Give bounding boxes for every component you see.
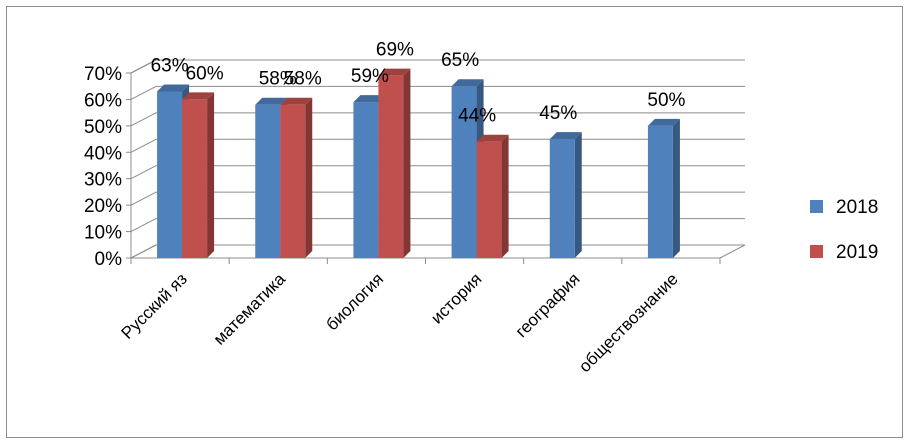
legend-swatch bbox=[810, 200, 823, 213]
bar-side bbox=[501, 134, 509, 258]
data-label: 58% bbox=[284, 69, 322, 90]
gridline-diag bbox=[130, 244, 157, 259]
bar-top bbox=[157, 84, 190, 92]
bar-front bbox=[476, 141, 502, 258]
bar-top bbox=[549, 132, 582, 140]
bar bbox=[476, 134, 509, 258]
legend-label: 2018 bbox=[836, 197, 878, 218]
y-tick-label: 20% bbox=[84, 196, 122, 217]
data-label: 63% bbox=[151, 56, 189, 77]
y-tick-label: 30% bbox=[84, 170, 122, 191]
bar-top bbox=[476, 134, 509, 142]
data-label: 65% bbox=[441, 50, 479, 71]
bar-front bbox=[157, 91, 183, 258]
category-label: Русский яз bbox=[118, 269, 192, 343]
y-tick-label: 0% bbox=[95, 249, 123, 270]
data-label: 44% bbox=[458, 106, 496, 127]
data-label: 69% bbox=[376, 40, 414, 61]
gridlines bbox=[130, 59, 745, 259]
bar-top bbox=[182, 92, 215, 100]
data-label: 50% bbox=[647, 90, 685, 111]
y-tick-label: 70% bbox=[84, 64, 122, 85]
bar-top bbox=[280, 97, 313, 105]
bar bbox=[280, 97, 313, 258]
category-label: обществознание bbox=[575, 269, 682, 376]
bar-side bbox=[574, 132, 582, 258]
y-tick-label: 40% bbox=[84, 143, 122, 164]
gridline-diag bbox=[130, 191, 157, 206]
data-label: 58% bbox=[259, 69, 297, 90]
bar-top bbox=[255, 97, 288, 105]
gridline-diag bbox=[130, 218, 157, 233]
bar-top bbox=[451, 79, 484, 87]
bar-front bbox=[255, 104, 281, 258]
bar-side bbox=[672, 118, 680, 258]
bar bbox=[549, 132, 582, 258]
floor-right-edge bbox=[719, 244, 746, 259]
bar-front bbox=[549, 139, 575, 258]
bar-front bbox=[280, 104, 306, 258]
y-tick-label: 50% bbox=[84, 117, 122, 138]
category-label: биология bbox=[322, 269, 387, 334]
bar-top bbox=[647, 118, 680, 126]
data-labels: 63%60% 58%58% 59% 69% 65% 44% 45% 50% bbox=[151, 40, 686, 127]
gridline-diag bbox=[130, 59, 157, 74]
bar-top bbox=[353, 95, 386, 103]
data-label: 45% bbox=[539, 103, 577, 124]
gridline-diag bbox=[130, 112, 157, 127]
y-tick-label: 10% bbox=[84, 223, 122, 244]
category-label: математика bbox=[210, 269, 290, 349]
bar-side bbox=[305, 97, 313, 258]
gridline-diag bbox=[130, 138, 157, 153]
bar bbox=[647, 118, 680, 258]
bar-front bbox=[378, 75, 404, 259]
bar-front bbox=[647, 125, 673, 258]
gridline-diag bbox=[130, 165, 157, 180]
y-axis: 0% 10% 20% 30% 40% 50% 60% 70% bbox=[84, 64, 132, 270]
legend-swatch bbox=[810, 245, 823, 258]
bar-front bbox=[182, 99, 208, 258]
bars bbox=[157, 68, 680, 259]
bar-top bbox=[378, 68, 411, 76]
y-tick-label: 60% bbox=[84, 90, 122, 111]
bar-side bbox=[207, 92, 215, 258]
bar bbox=[182, 92, 215, 258]
data-label: 59% bbox=[351, 66, 389, 87]
bar-front bbox=[353, 102, 379, 258]
bar-side bbox=[403, 68, 411, 259]
legend: 2018 2019 bbox=[810, 197, 878, 263]
legend-label: 2019 bbox=[836, 242, 878, 263]
bar-front bbox=[451, 86, 477, 258]
gridline-diag bbox=[130, 85, 157, 100]
x-axis: Русский яз математика биология история геогр… bbox=[118, 257, 721, 376]
category-label: история bbox=[427, 269, 485, 327]
category-label: география bbox=[512, 269, 584, 341]
data-label: 60% bbox=[186, 63, 224, 84]
bar bbox=[378, 68, 411, 259]
